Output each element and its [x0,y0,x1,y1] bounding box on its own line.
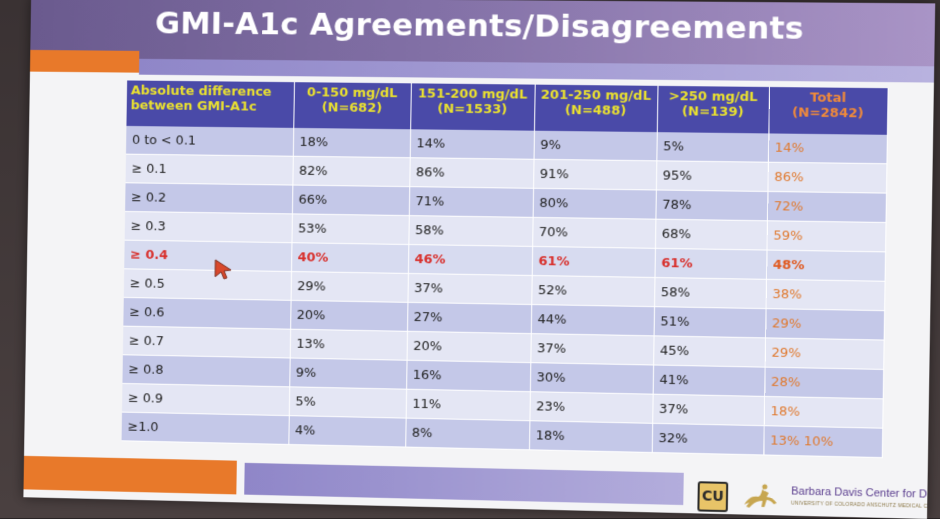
cell-total: 18% [763,396,883,429]
center-subtitle: UNIVERSITY OF COLORADO ANSCHUTZ MEDICAL … [790,500,936,511]
cell-gt-250: 51% [653,306,766,338]
cell-0-150: 40% [291,242,409,274]
cell-151-200: 27% [407,302,532,334]
agreement-table: Absolute difference between GMI-A1c 0-150… [121,80,889,458]
cell-201-250: 37% [530,333,654,365]
slide-title: GMI-A1c Agreements/Disagreements [154,5,805,47]
row-label: 0 to < 0.1 [126,125,294,157]
cell-201-250: 18% [528,420,653,453]
cell-201-250: 70% [532,217,656,249]
cell-gt-250: 5% [656,132,769,163]
cell-gt-250: 61% [654,248,767,280]
header-gt-250: >250 mg/dL (N=139) [656,85,770,134]
cell-151-200: 46% [407,244,533,276]
cell-0-150: 9% [289,357,407,390]
cell-total: 28% [764,367,884,399]
cell-gt-250: 78% [655,189,768,221]
cell-201-250: 44% [530,304,655,336]
cell-total: 29% [764,337,884,370]
cell-0-150: 66% [291,185,410,216]
header-201-250: 201-250 mg/dL (N=488) [533,84,658,133]
horse-rider-icon [744,484,777,509]
cell-gt-250: 45% [653,335,766,368]
cell-total-extra: 10% [803,433,834,450]
data-table-wrapper: Absolute difference between GMI-A1c 0-150… [121,80,889,471]
cell-total: 86% [767,162,887,194]
cell-0-150: 53% [291,213,409,245]
row-label: ≥ 0.4 [124,240,292,272]
cell-0-150: 82% [292,156,410,187]
accent-bar-orange-bottom [23,455,237,495]
cell-total: 13% 10% [763,425,883,458]
cell-151-200: 37% [407,273,532,305]
cell-total: 38% [765,279,885,311]
cell-151-200: 11% [405,389,530,421]
row-label: ≥ 0.3 [124,211,292,243]
cell-151-200: 8% [405,418,530,450]
cell-151-200: 14% [409,129,534,160]
center-name: Barbara Davis Center for Diabe [791,485,936,502]
cell-201-250: 80% [532,188,656,220]
cell-0-150: 29% [290,271,408,303]
cell-201-250: 9% [533,130,657,161]
header-0-150: 0-150 mg/dL (N=682) [293,82,411,130]
cell-151-200: 20% [406,331,531,363]
cell-151-200: 71% [408,186,534,218]
cell-0-150: 18% [292,127,411,158]
row-label: ≥ 0.9 [122,383,290,416]
title-band: GMI-A1c Agreements/Disagreements [30,0,936,67]
cu-logo-icon: CU [697,481,729,513]
cell-201-250: 91% [533,159,657,190]
cell-gt-250: 37% [652,394,765,426]
cell-total: 48% [766,250,886,282]
row-label: ≥ 0.6 [123,297,291,330]
row-label: ≥ 0.5 [123,268,292,301]
row-label: ≥1.0 [121,412,289,445]
cell-0-150: 4% [288,415,406,448]
header-total: Total (N=2842) [768,86,888,135]
presentation-slide: GMI-A1c Agreements/Disagreements Absolut… [23,0,936,519]
mouse-pointer-icon [212,258,234,280]
cell-0-150: 5% [288,386,407,419]
cell-total: 29% [765,308,885,341]
cell-151-200: 86% [409,157,534,189]
cell-201-250: 30% [529,362,654,395]
cell-201-250: 23% [529,391,653,424]
cell-total: 14% [767,133,887,164]
header-abs-diff: Absolute difference between GMI-A1c [126,80,294,128]
cell-gt-250: 32% [651,423,764,455]
row-label: ≥ 0.1 [125,154,293,186]
row-label: ≥ 0.2 [125,182,293,214]
row-label: ≥ 0.7 [122,326,291,358]
cell-201-250: 61% [531,246,655,278]
cell-0-150: 20% [290,300,408,332]
cell-gt-250: 95% [655,160,768,192]
cell-201-250: 52% [531,275,655,307]
table-body: 0 to < 0.1 18% 14% 9% 5% 14% ≥ 0.1 82% 8… [121,125,887,458]
accent-bar-lavender-bottom [244,462,684,506]
cell-gt-250: 41% [652,364,765,397]
cell-0-150: 13% [289,329,408,361]
cell-gt-250: 68% [654,219,767,251]
cell-151-200: 58% [408,215,533,247]
cell-total: 59% [766,220,886,252]
accent-bar-orange-top [29,49,140,73]
cell-gt-250: 58% [654,277,767,309]
header-151-200: 151-200 mg/dL (N=1533) [410,83,535,131]
footer-logos: CU Barbara Davis Center for Diabe UNIVER… [697,479,936,517]
row-label: ≥ 0.8 [122,354,290,387]
cell-151-200: 16% [406,360,531,392]
cell-total: 72% [766,191,886,223]
